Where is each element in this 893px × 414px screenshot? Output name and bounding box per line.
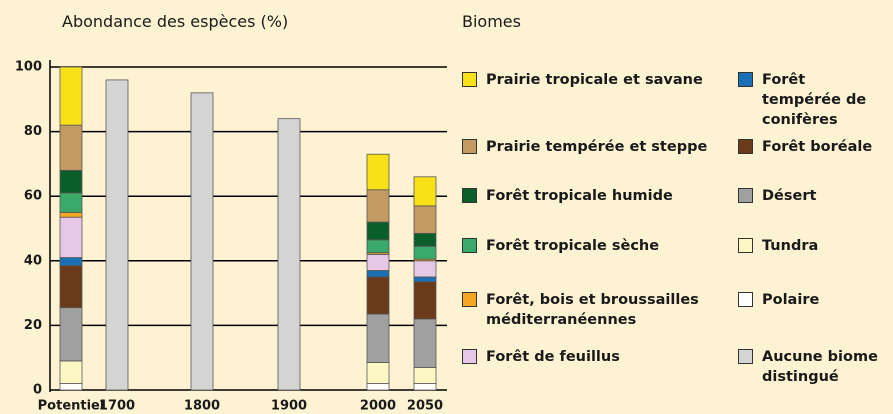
legend-label: Forêt tropicale humide bbox=[486, 188, 673, 204]
legend-item: Forêt tropicale humide bbox=[462, 186, 727, 206]
legend-item: Forêt tempérée de conifères bbox=[738, 70, 888, 130]
legend-swatch bbox=[462, 139, 477, 154]
legend-label: Forêt tropicale sèche bbox=[486, 238, 660, 254]
y-tick-label: 0 bbox=[33, 383, 42, 398]
bar-segment bbox=[59, 211, 83, 218]
bar-segment bbox=[413, 281, 437, 320]
y-tick-label: 20 bbox=[24, 318, 42, 333]
legend-swatch bbox=[462, 349, 477, 364]
legend-label: Forêt de feuillus bbox=[486, 349, 620, 365]
legend-swatch bbox=[462, 238, 477, 253]
legend-title: Biomes bbox=[462, 12, 521, 31]
y-tick-label: 80 bbox=[24, 124, 42, 139]
y-tick-label: 100 bbox=[15, 60, 42, 75]
legend-label: Polaire bbox=[762, 292, 820, 308]
legend-label: Tundra bbox=[762, 238, 819, 254]
bar-segment bbox=[59, 307, 83, 362]
bar-segment bbox=[366, 189, 390, 223]
bar-segment bbox=[366, 313, 390, 363]
bar-segment bbox=[59, 169, 83, 194]
legend-label: Désert bbox=[762, 188, 817, 204]
bar-segment bbox=[366, 383, 390, 391]
y-tick-label: 60 bbox=[24, 189, 42, 204]
legend-swatch bbox=[738, 139, 753, 154]
bar-segment bbox=[59, 124, 83, 171]
bar-segment bbox=[366, 276, 390, 315]
y-tick-label: 40 bbox=[24, 253, 42, 268]
bar-segment bbox=[366, 253, 390, 271]
bar-segment bbox=[366, 362, 390, 384]
legend-label: Forêt boréale bbox=[762, 139, 873, 155]
bar-segment bbox=[59, 360, 83, 384]
legend-item: Prairie tempérée et steppe bbox=[462, 137, 727, 157]
x-tick-label: 1800 bbox=[184, 399, 220, 414]
legend-swatch bbox=[738, 292, 753, 307]
legend-label: Prairie tropicale et savane bbox=[486, 72, 703, 88]
bar-segment bbox=[366, 221, 390, 241]
bar-segment bbox=[413, 318, 437, 368]
bar-segment bbox=[413, 232, 437, 247]
bar-segment bbox=[413, 245, 437, 260]
legend-item: Désert bbox=[738, 186, 888, 206]
legend-item: Forêt tropicale sèche bbox=[462, 236, 727, 256]
legend-label: Prairie tempérée et steppe bbox=[486, 139, 708, 155]
legend-swatch bbox=[738, 72, 753, 87]
legend-item: Prairie tropicale et savane bbox=[462, 70, 727, 90]
x-tick-label: Potentiel bbox=[38, 399, 105, 414]
legend-item: Tundra bbox=[738, 236, 888, 256]
x-tick-label: 2000 bbox=[360, 399, 396, 414]
bar-segment bbox=[366, 153, 390, 191]
x-tick-label: 2050 bbox=[407, 399, 443, 414]
bar-segment bbox=[413, 176, 437, 207]
bar-segment bbox=[59, 265, 83, 309]
bar-segment bbox=[59, 257, 83, 267]
bar-segment bbox=[413, 205, 437, 234]
legend-item: Polaire bbox=[738, 290, 888, 310]
legend-swatch bbox=[738, 238, 753, 253]
bar-segment bbox=[413, 276, 437, 283]
bar-segment bbox=[366, 270, 390, 278]
bar-segment bbox=[413, 260, 437, 278]
bar-segment bbox=[366, 239, 390, 254]
legend-label: Aucune biome distingué bbox=[762, 349, 878, 385]
bar-segment bbox=[59, 383, 83, 391]
chart-title: Abondance des espèces (%) bbox=[62, 12, 289, 31]
legend-swatch bbox=[462, 188, 477, 203]
x-tick-label: 1700 bbox=[99, 399, 135, 414]
legend-swatch bbox=[738, 188, 753, 203]
bar-segment bbox=[105, 79, 129, 391]
legend-item: Forêt boréale bbox=[738, 137, 888, 157]
bar-segment bbox=[59, 192, 83, 213]
legend-swatch bbox=[462, 292, 477, 307]
legend-item: Forêt, bois et broussailles méditerranée… bbox=[462, 290, 727, 330]
legend-swatch bbox=[462, 72, 477, 87]
bar-segment bbox=[59, 216, 83, 258]
bar-segment bbox=[190, 92, 214, 391]
legend-item: Forêt de feuillus bbox=[462, 347, 727, 367]
bar-segment bbox=[413, 366, 437, 384]
bar-segment bbox=[59, 66, 83, 126]
legend-item: Aucune biome distingué bbox=[738, 347, 888, 387]
legend-swatch bbox=[738, 349, 753, 364]
legend-label: Forêt tempérée de conifères bbox=[762, 72, 867, 128]
legend-label: Forêt, bois et broussailles méditerranée… bbox=[486, 292, 699, 328]
x-tick-label: 1900 bbox=[271, 399, 307, 414]
bar-segment bbox=[413, 383, 437, 391]
bar-segment bbox=[277, 118, 301, 391]
